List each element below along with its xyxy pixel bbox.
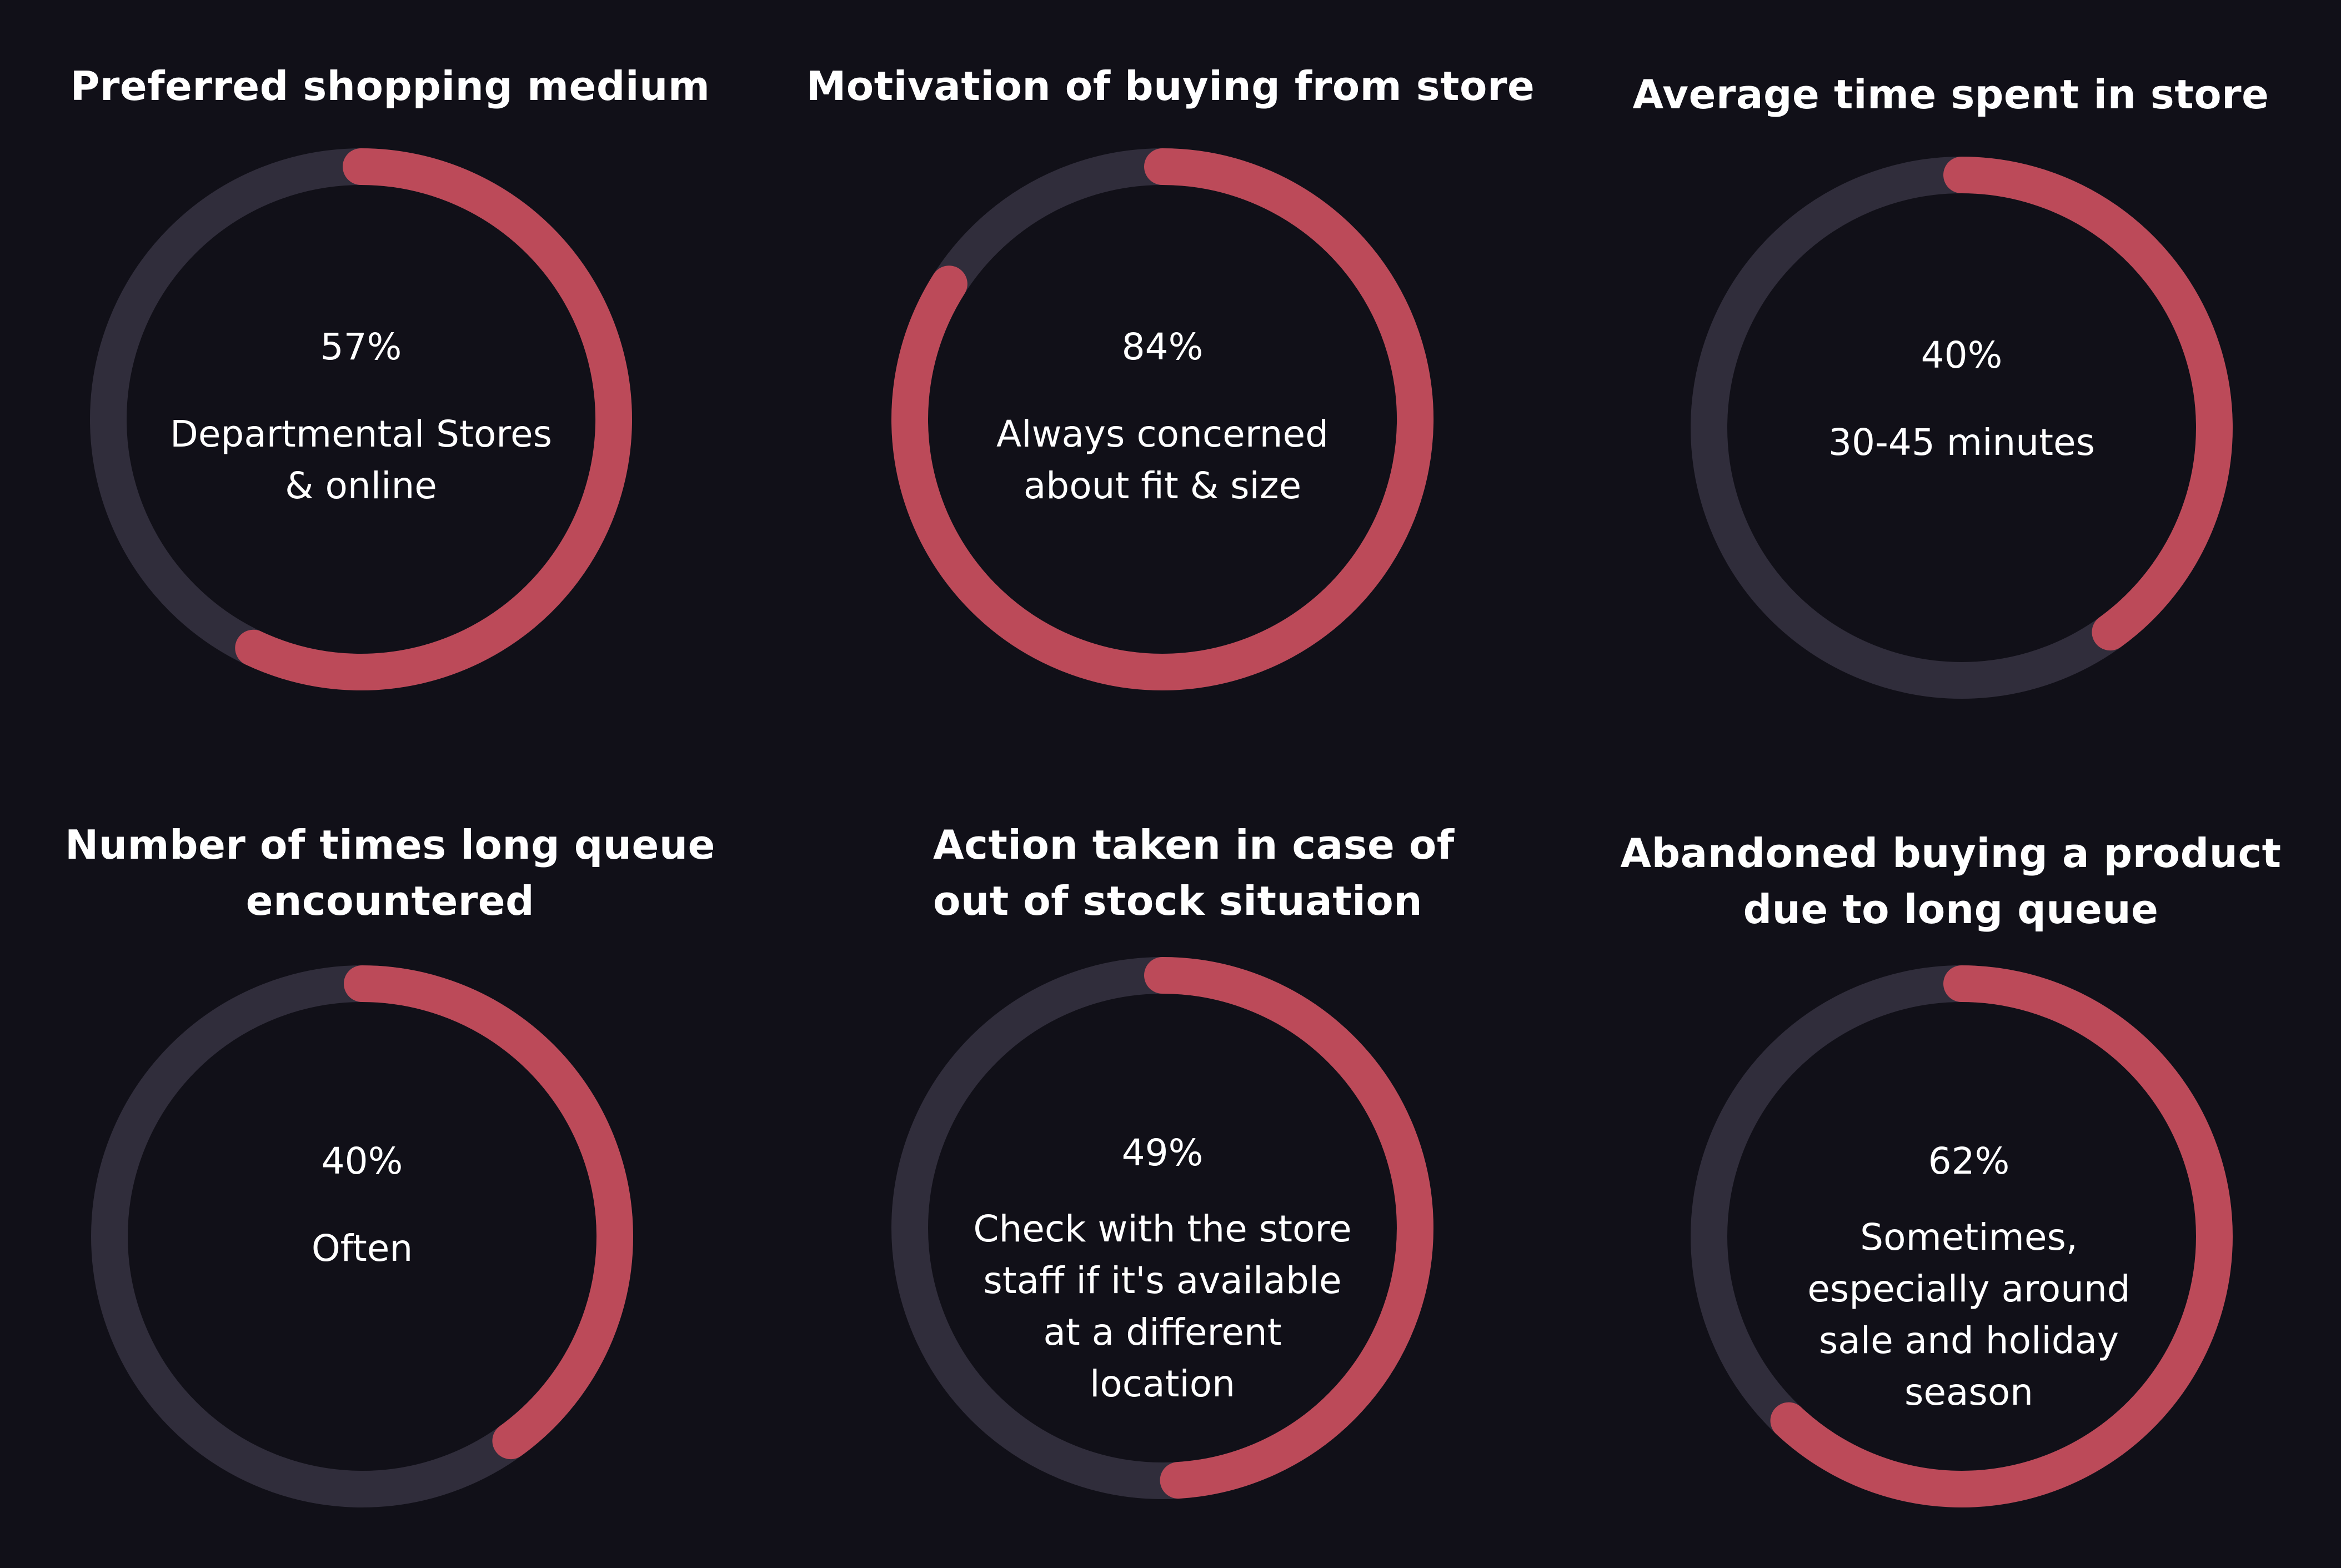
category-label: 30-45 minutes <box>1828 421 2095 464</box>
donut-chart <box>891 148 1433 690</box>
donut-progress-arc <box>1770 965 2233 1507</box>
donut-chart <box>90 148 632 690</box>
category-label: Departmental Stores & online <box>170 413 552 507</box>
donut-center-text: 49% Check with the store staff if it's a… <box>968 1131 1357 1410</box>
percentage-label: 84% <box>1121 325 1204 368</box>
donut-progress-arc <box>344 965 633 1460</box>
donut-center-text: 57% Departmental Stores & online <box>167 325 555 512</box>
category-label: Check with the store staff if it's avail… <box>973 1208 1352 1405</box>
donut-progress-arc <box>1144 957 1433 1499</box>
donut-progress-arc <box>1943 157 2233 651</box>
donut-card: Number of times long queue encountered 4… <box>0 784 780 1567</box>
donut-chart <box>1691 965 2233 1507</box>
percentage-label: 40% <box>321 1140 403 1183</box>
donut-progress-arc <box>235 148 632 690</box>
donut-chart <box>891 957 1433 1499</box>
donut-center-text: 40% 30-45 minutes <box>1767 333 2156 468</box>
category-label: Often <box>311 1227 413 1270</box>
percentage-label: 57% <box>320 325 402 368</box>
chart-title: Average time spent in store <box>1632 71 2269 118</box>
percentage-label: 62% <box>1928 1140 2010 1183</box>
chart-title: Abandoned buying a product due to long q… <box>1620 830 2282 933</box>
donut-card: Abandoned buying a product due to long q… <box>1561 784 2341 1567</box>
chart-title: Motivation of buying from store <box>806 63 1535 109</box>
category-label: Always concerned about fit & size <box>996 413 1329 507</box>
donut-chart <box>91 965 633 1507</box>
donut-card: Motivation of buying from store 84% Alwa… <box>780 0 1561 784</box>
donut-card: Preferred shopping medium 57% Department… <box>0 0 780 784</box>
donut-center-text: 84% Always concerned about fit & size <box>968 325 1357 512</box>
percentage-label: 40% <box>1921 334 2003 377</box>
donut-center-text: 40% Often <box>168 1139 557 1274</box>
category-label: Sometimes, especially around sale and ho… <box>1807 1216 2131 1414</box>
chart-title: Number of times long queue encountered <box>65 821 715 924</box>
donut-progress-arc <box>891 148 1433 690</box>
chart-title: Action taken in case of out of stock sit… <box>933 821 1455 924</box>
donut-card: Average time spent in store 40% 30-45 mi… <box>1561 0 2341 784</box>
donut-chart <box>1691 157 2233 699</box>
percentage-label: 49% <box>1121 1131 1204 1174</box>
donut-card: Action taken in case of out of stock sit… <box>780 784 1561 1567</box>
donut-center-text: 62% Sometimes, especially around sale an… <box>1774 1139 2163 1418</box>
chart-title: Preferred shopping medium <box>70 63 710 109</box>
